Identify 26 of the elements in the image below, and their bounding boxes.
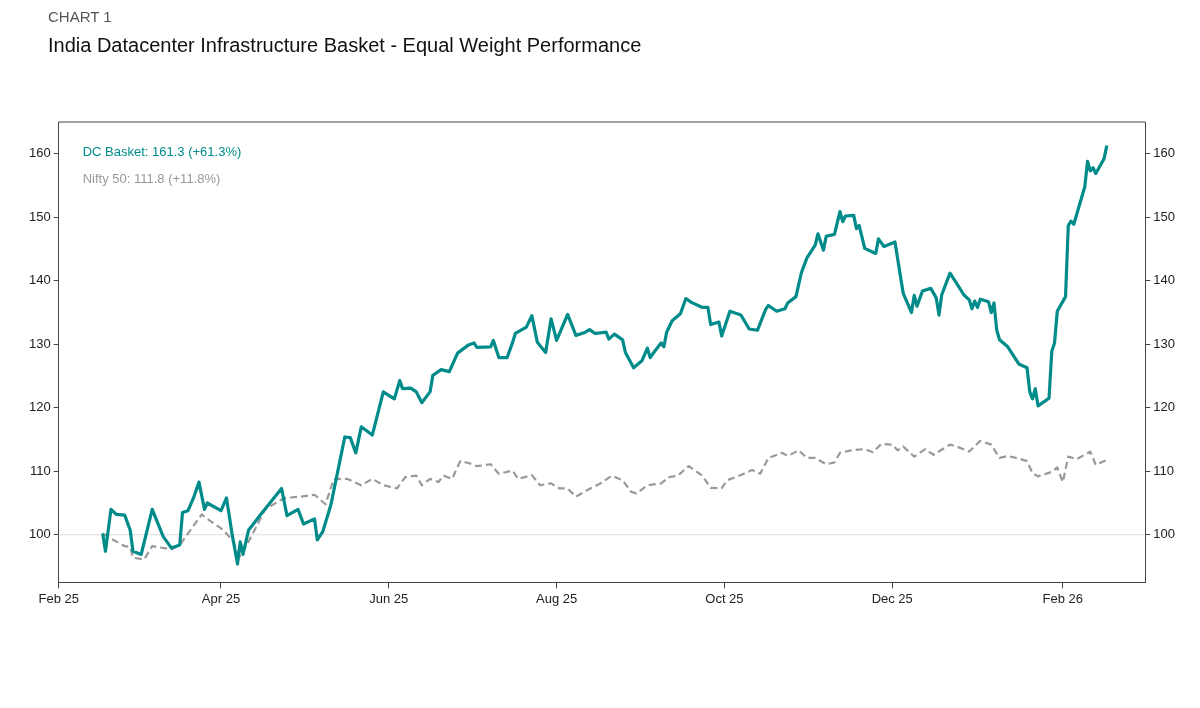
y2-tick-label: 130 [1153, 335, 1176, 351]
y2-tick-label: 110 [1153, 462, 1175, 478]
x-tick-label: Aug 25 [536, 590, 578, 606]
text: DC Basket: 161.3 (+61.3%) [82, 143, 242, 159]
x-tick-label: Feb 25 [38, 590, 79, 606]
y-tick-label: 120 [28, 399, 51, 415]
y2-tick-label: 140 [1153, 272, 1176, 288]
y-tick-label: 130 [28, 335, 51, 351]
y-tick-label: 140 [28, 272, 51, 288]
y-tick-label: 160 [28, 145, 51, 161]
chart-subtitle: CHART 1 [48, 8, 112, 25]
y2-tick-label: 150 [1153, 208, 1176, 224]
x-tick-label: Jun 25 [369, 590, 409, 606]
y2-tick-label: 120 [1153, 399, 1176, 415]
line-series [101, 439, 1108, 561]
y-tick-label: 150 [28, 208, 51, 224]
y2-tick-label: 100 [1153, 526, 1176, 542]
y-tick-label: 110 [29, 462, 51, 478]
x-tick-label: Apr 25 [201, 590, 241, 606]
y-tick-label: 100 [28, 526, 51, 542]
x-tick-label: Feb 26 [1042, 590, 1084, 606]
y2-tick-label: 160 [1153, 145, 1176, 161]
x-tick-label: Dec 25 [871, 590, 913, 606]
text: Nifty 50: 111.8 (+11.8%) [82, 170, 221, 186]
chart-title: India Datacenter Infrastructure Basket - Equal Weight Performance [48, 34, 642, 57]
x-tick-label: Oct 25 [705, 590, 744, 606]
